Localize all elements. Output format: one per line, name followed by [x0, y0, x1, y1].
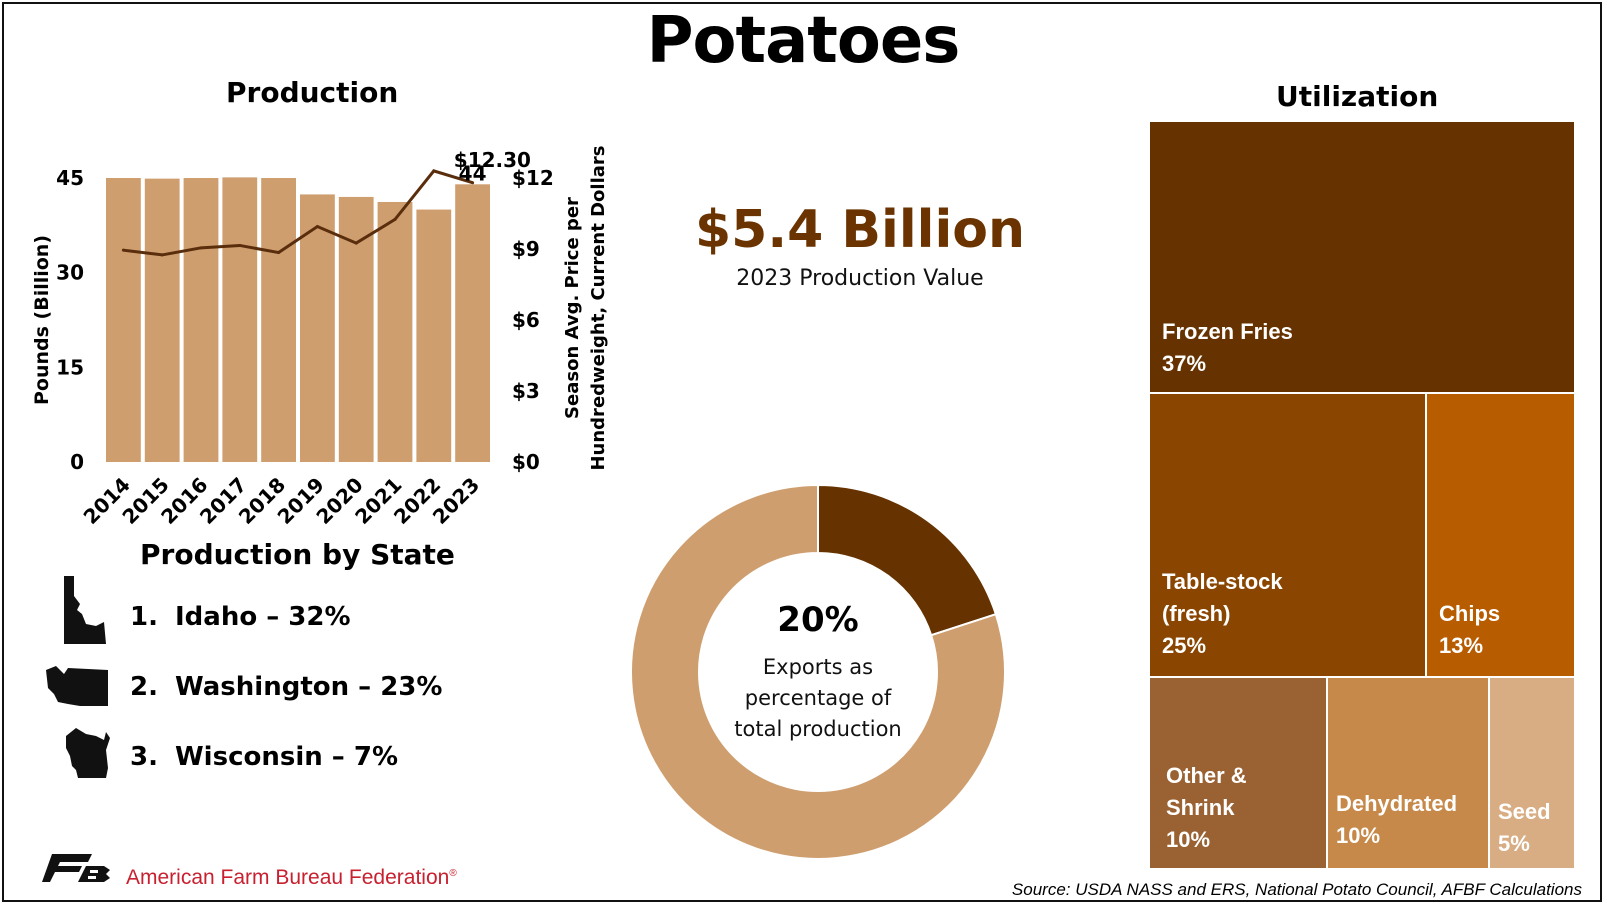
production-bar [144, 178, 180, 462]
registered-mark: ® [449, 868, 457, 879]
production-bar [183, 178, 219, 462]
y-right-tick-label: $9 [512, 237, 540, 261]
wisconsin-map-icon [66, 728, 110, 778]
treemap-label-line: Frozen Fries [1162, 319, 1293, 344]
treemap-label-line: 25% [1162, 633, 1207, 658]
treemap-label-line: Seed [1498, 799, 1551, 824]
production-chart: 0153045$0$3$6$9$122014201520162017201820… [31, 145, 609, 528]
y-right-tick-label: $12 [512, 166, 554, 190]
treemap-label-line: (fresh) [1162, 601, 1231, 626]
price-point [393, 217, 397, 221]
treemap-label-line: Other & [1166, 763, 1247, 788]
treemap-label-line: Dehydrated [1336, 791, 1458, 816]
price-point [432, 169, 436, 173]
state-item-2: 2. Washington – 23% [130, 672, 442, 702]
treemap-cell: Chips 13% [1427, 394, 1574, 676]
production-bar [338, 196, 374, 462]
treemap-label: Table-stock (fresh) 25% [1162, 566, 1283, 662]
treemap-label: Chips 13% [1439, 598, 1500, 662]
price-point [238, 243, 242, 247]
production-bar [416, 209, 452, 462]
exports-desc-line: Exports as [762, 655, 874, 679]
donut-slice-other [630, 484, 1006, 860]
y-right-axis-label: Hundredweight, Current Dollars [588, 145, 609, 470]
state-label: Wisconsin – 7% [175, 742, 398, 772]
treemap-label-line: Table-stock [1162, 569, 1283, 594]
source-note: Source: USDA NASS and ERS, National Pota… [1011, 880, 1582, 899]
price-point [160, 253, 164, 257]
treemap-label: Dehydrated 10% [1336, 788, 1457, 852]
y-axis-label: Pounds (Billion) [31, 235, 53, 405]
exports-desc-line: total production [734, 717, 902, 741]
y-tick-label: 15 [56, 355, 84, 379]
production-title: Production [226, 76, 399, 109]
treemap-cell: Table-stock (fresh) 25% [1150, 394, 1425, 676]
treemap-label-line: 10% [1166, 827, 1211, 852]
production-bar [222, 177, 258, 462]
treemap-label: Seed 5% [1498, 796, 1551, 860]
y-right-tick-label: $3 [512, 379, 540, 403]
exports-desc-line: percentage of [744, 686, 892, 710]
y-right-tick-label: $6 [512, 308, 540, 332]
exports-description: Exports as percentage of total productio… [708, 652, 928, 745]
utilization-title: Utilization [1276, 80, 1439, 113]
production-bar [300, 194, 335, 463]
bar-data-label: 44 [459, 161, 487, 185]
idaho-map-icon [64, 576, 106, 644]
treemap-label-line: 5% [1498, 831, 1530, 856]
treemap-label-line: 10% [1336, 823, 1381, 848]
production-bar [377, 201, 413, 462]
state-label: Idaho – 32% [175, 602, 351, 632]
treemap-label: Other & Shrink 10% [1166, 760, 1247, 856]
y-tick-label: 30 [56, 261, 84, 285]
production-bar [455, 184, 490, 463]
price-line [123, 169, 474, 257]
state-label: Washington – 23% [175, 672, 443, 702]
exports-donut-chart [630, 484, 1006, 860]
treemap-label: Frozen Fries 37% [1162, 316, 1293, 380]
production-bar [261, 178, 296, 462]
exports-percent: 20% [777, 600, 859, 640]
organization-name: American Farm Bureau Federation® [126, 866, 457, 890]
production-value: $5.4 Billion [694, 200, 1026, 260]
treemap-cell: Seed 5% [1490, 678, 1574, 868]
state-rank: 3. [130, 742, 158, 772]
price-data-label: $12.30 [454, 148, 531, 172]
treemap-label-line: 37% [1162, 351, 1207, 376]
price-point [471, 181, 475, 185]
price-point [199, 246, 203, 250]
price-point [277, 251, 281, 255]
treemap-label-line: 13% [1439, 633, 1484, 658]
organization-name-text: American Farm Bureau Federation [126, 866, 450, 889]
treemap-label-line: Chips [1439, 601, 1501, 626]
y-tick-label: 0 [70, 450, 84, 474]
production-bar [106, 178, 141, 462]
state-item-3: 3. Wisconsin – 7% [130, 742, 398, 772]
production-by-state-title: Production by State [140, 538, 455, 571]
treemap-cell: Frozen Fries 37% [1150, 122, 1574, 392]
production-value-caption: 2023 Production Value [736, 266, 984, 291]
afbf-logo-icon [42, 854, 110, 882]
washington-map-icon [46, 666, 108, 706]
price-point [315, 225, 319, 229]
treemap-cell: Dehydrated 10% [1328, 678, 1488, 868]
state-rank: 1. [130, 602, 158, 632]
y-tick-label: 45 [56, 166, 84, 190]
treemap-cell: Other & Shrink 10% [1150, 678, 1326, 868]
price-point [354, 241, 358, 245]
page-title: Potatoes [646, 4, 961, 78]
y-right-axis-label: Season Avg. Price per [562, 197, 583, 419]
state-item-1: 1. Idaho – 32% [130, 602, 351, 632]
y-right-tick-label: $0 [512, 450, 540, 474]
treemap-label-line: Shrink [1166, 795, 1235, 820]
state-rank: 2. [130, 672, 158, 702]
price-point [121, 248, 125, 252]
